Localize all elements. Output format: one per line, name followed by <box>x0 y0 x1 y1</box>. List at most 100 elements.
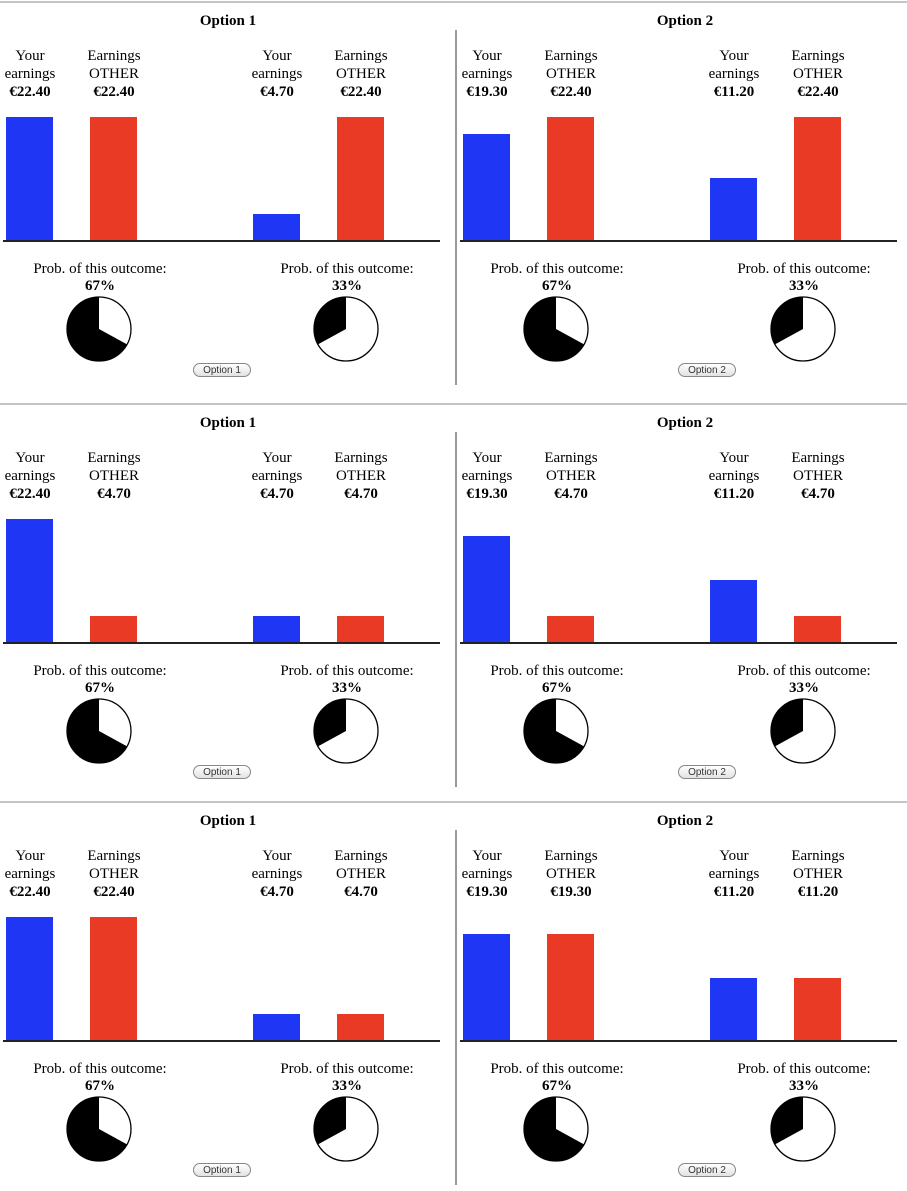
outcome-probability: Prob. of this outcome: 33% <box>257 663 437 697</box>
probability-label: Prob. of this outcome: <box>280 261 414 277</box>
probability-label: Prob. of this outcome: <box>280 663 414 679</box>
other-earnings-label: Earnings OTHER €11.20 <box>773 847 863 901</box>
option-title: Option 1 <box>199 813 257 829</box>
other-earnings-label: Earnings OTHER €22.40 <box>69 847 159 901</box>
chart-baseline <box>3 1040 440 1042</box>
label-line: Your <box>472 48 502 64</box>
label-line: Your <box>719 450 749 466</box>
your-earnings-bar <box>6 917 53 1040</box>
other-earnings-label: Earnings OTHER €4.70 <box>773 449 863 503</box>
other-earnings-bar <box>90 616 137 642</box>
label-line: Earnings <box>334 450 388 466</box>
label-line: earnings <box>4 66 56 82</box>
probability-value: 67% <box>85 278 115 294</box>
pie-slice-probability <box>770 297 803 345</box>
probability-value: 67% <box>85 1078 115 1094</box>
label-line: Earnings <box>791 48 845 64</box>
other-earnings-bar <box>794 978 841 1040</box>
outcome-probability: Prob. of this outcome: 67% <box>467 663 647 697</box>
label-line: Earnings <box>544 848 598 864</box>
label-line: OTHER <box>546 866 596 882</box>
your-earnings-bar <box>710 978 757 1040</box>
outcome-probability: Prob. of this outcome: 33% <box>714 261 894 295</box>
label-line: earnings <box>461 66 513 82</box>
your-earnings-amount: €4.70 <box>260 884 294 900</box>
your-earnings-label: Your earnings €22.40 <box>0 449 75 503</box>
probability-value: 33% <box>332 680 362 696</box>
your-earnings-amount: €4.70 <box>260 84 294 100</box>
pie-slice-probability <box>770 1097 803 1145</box>
outcome-probability: Prob. of this outcome: 67% <box>467 261 647 295</box>
pie-slice-probability <box>67 699 128 763</box>
option-title: Option 2 <box>656 13 714 29</box>
probability-label: Prob. of this outcome: <box>490 261 624 277</box>
section-separator <box>0 1 907 3</box>
probability-label: Prob. of this outcome: <box>490 663 624 679</box>
your-earnings-bar <box>6 117 53 240</box>
label-line: OTHER <box>546 66 596 82</box>
option-panel-2: Option 2 Your earnings €19.30 Earnings OTHER €… <box>460 407 907 787</box>
your-earnings-bar <box>253 1014 300 1040</box>
label-line: earnings <box>461 866 513 882</box>
your-earnings-bar <box>710 580 757 642</box>
probability-pie-chart <box>523 1096 589 1162</box>
your-earnings-amount: €11.20 <box>713 884 755 900</box>
label-line: Your <box>15 450 45 466</box>
your-earnings-amount: €22.40 <box>9 486 51 502</box>
other-earnings-label: Earnings OTHER €22.40 <box>69 47 159 101</box>
outcome-probability: Prob. of this outcome: 67% <box>10 1061 190 1095</box>
choose-option-2-button[interactable]: Option 2 <box>678 363 736 377</box>
choose-option-2-button[interactable]: Option 2 <box>678 1163 736 1177</box>
other-earnings-bar <box>794 616 841 642</box>
probability-label: Prob. of this outcome: <box>737 261 871 277</box>
label-line: Your <box>15 848 45 864</box>
your-earnings-label: Your earnings €11.20 <box>689 449 779 503</box>
other-earnings-bar <box>337 117 384 240</box>
choose-option-1-button[interactable]: Option 1 <box>193 1163 251 1177</box>
label-line: OTHER <box>89 468 139 484</box>
your-earnings-bar <box>710 178 757 240</box>
probability-label: Prob. of this outcome: <box>33 1061 167 1077</box>
other-earnings-label: Earnings OTHER €4.70 <box>526 449 616 503</box>
chart-baseline <box>460 240 897 242</box>
other-earnings-label: Earnings OTHER €22.40 <box>773 47 863 101</box>
other-earnings-amount: €4.70 <box>344 486 378 502</box>
probability-pie-chart <box>770 296 836 362</box>
pie-slice-probability <box>524 1097 585 1161</box>
other-earnings-label: Earnings OTHER €4.70 <box>316 449 406 503</box>
label-line: earnings <box>251 866 303 882</box>
probability-pie-chart <box>523 698 589 764</box>
your-earnings-label: Your earnings €22.40 <box>0 47 75 101</box>
other-earnings-label: Earnings OTHER €4.70 <box>316 847 406 901</box>
pie-slice-probability <box>313 297 346 345</box>
options-divider <box>455 30 457 385</box>
option-title: Option 1 <box>199 13 257 29</box>
your-earnings-bar <box>463 934 510 1040</box>
label-line: OTHER <box>89 66 139 82</box>
label-line: OTHER <box>336 866 386 882</box>
option-title: Option 1 <box>199 415 257 431</box>
label-line: Earnings <box>791 450 845 466</box>
other-earnings-bar <box>90 117 137 240</box>
outcome-probability: Prob. of this outcome: 33% <box>714 1061 894 1095</box>
choose-option-1-button[interactable]: Option 1 <box>193 765 251 779</box>
label-line: earnings <box>708 66 760 82</box>
your-earnings-amount: €19.30 <box>466 884 508 900</box>
chart-baseline <box>460 1040 897 1042</box>
label-line: earnings <box>4 866 56 882</box>
option-title: Option 2 <box>656 813 714 829</box>
options-divider <box>455 830 457 1185</box>
choose-option-1-button[interactable]: Option 1 <box>193 363 251 377</box>
option-panel-1: Option 1 Your earnings €22.40 Earnings OTHER €… <box>3 407 453 787</box>
option-panel-1: Option 1 Your earnings €22.40 Earnings OTHER €… <box>3 5 453 385</box>
probability-pie-chart <box>770 1096 836 1162</box>
other-earnings-label: Earnings OTHER €4.70 <box>69 449 159 503</box>
your-earnings-bar <box>463 134 510 240</box>
probability-pie-chart <box>523 296 589 362</box>
your-earnings-label: Your earnings €11.20 <box>689 847 779 901</box>
choose-option-2-button[interactable]: Option 2 <box>678 765 736 779</box>
other-earnings-amount: €4.70 <box>97 486 131 502</box>
pie-slice-probability <box>524 297 585 361</box>
label-line: Earnings <box>334 48 388 64</box>
probability-value: 67% <box>85 680 115 696</box>
